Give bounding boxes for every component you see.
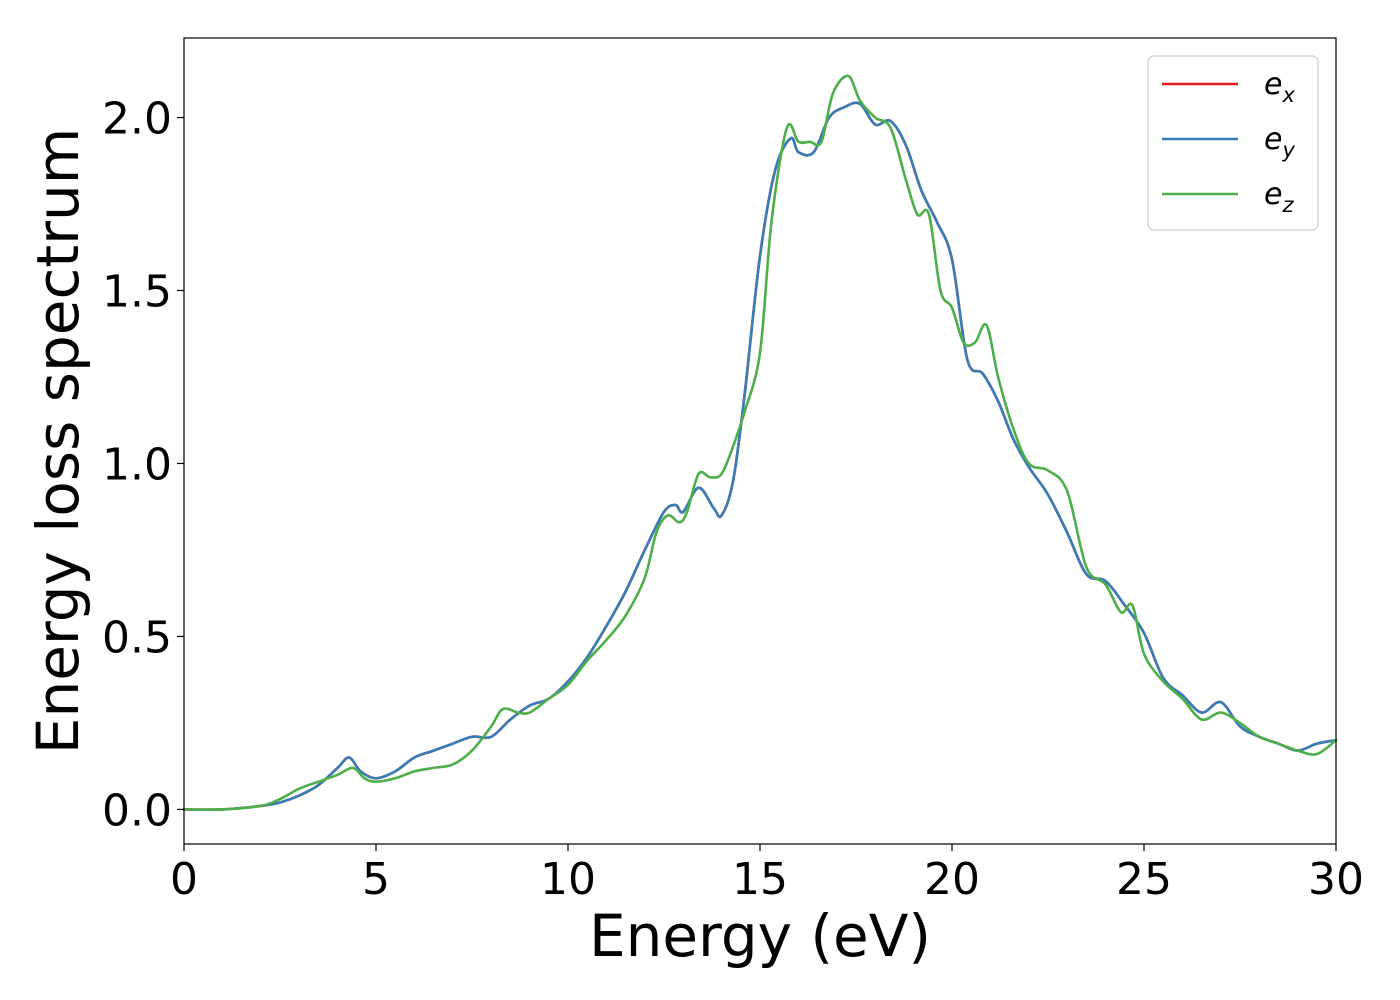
x-tick-label: 30	[1308, 854, 1364, 905]
y-tick-label: 1.5	[102, 267, 172, 318]
x-axis-ticks: 0 5 10 15 20 25 30	[170, 844, 1364, 905]
x-tick-label: 15	[732, 854, 788, 905]
legend-box	[1147, 55, 1319, 231]
x-tick-label: 5	[362, 854, 390, 905]
x-tick-label: 0	[170, 854, 198, 905]
y-tick-label: 1.0	[102, 439, 172, 490]
legend-label-subscript: y	[1281, 138, 1295, 162]
series-line-ez	[182, 74, 1338, 811]
y-tick-label: 0.0	[102, 785, 172, 836]
x-axis-label: Energy (eV)	[589, 902, 931, 970]
x-tick-label: 20	[924, 854, 980, 905]
legend-label-subscript: x	[1281, 83, 1295, 107]
x-tick-label: 10	[540, 854, 596, 905]
y-axis-ticks: 0.0 0.5 1.0 1.5 2.0	[102, 94, 184, 836]
y-axis-label: Energy loss spectrum	[24, 128, 92, 754]
y-tick-label: 0.5	[102, 612, 172, 663]
legend-label-subscript: z	[1281, 193, 1294, 217]
y-tick-label: 2.0	[102, 94, 172, 145]
x-tick-label: 25	[1116, 854, 1172, 905]
series-layer	[182, 74, 1338, 811]
plot-background	[184, 38, 1336, 844]
series-line-ey	[182, 101, 1338, 811]
